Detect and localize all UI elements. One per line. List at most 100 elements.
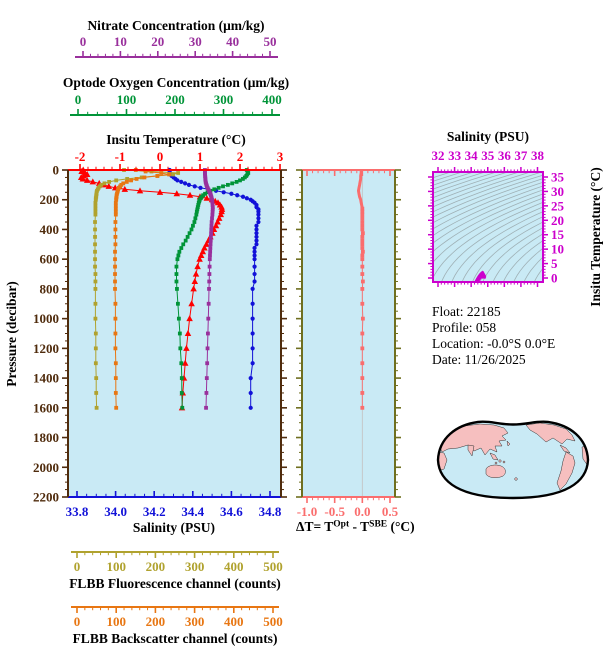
pressure-tick-label: 200	[40, 192, 60, 207]
pressure-tick-label: 2200	[33, 490, 59, 505]
ts-salinity-tick-label: 35	[481, 148, 495, 163]
location-line: Location: -0.0°S 0.0°E	[432, 336, 555, 351]
map-new-zealand	[514, 477, 518, 481]
nitrate-tick-label: 30	[189, 34, 202, 49]
salinity-tick-label: 34.0	[104, 504, 127, 519]
map-japan	[506, 440, 511, 447]
nitrate-axis: 0 10 20 30 40 50	[75, 34, 278, 58]
salinity-tick-label: 34.8	[259, 504, 282, 519]
map-india	[467, 444, 475, 457]
temperature-tick-label: -2	[75, 149, 86, 164]
temperature-axis: -2 -1 0 1 2 3	[68, 149, 284, 171]
pressure-tick-label: 400	[40, 222, 60, 237]
backscatter-tick-label: 400	[224, 614, 244, 629]
ts-temperature-tick-label: 25	[551, 198, 565, 213]
fluorescence-tick-label: 100	[106, 559, 126, 574]
fluorescence-tick-label: 300	[185, 559, 205, 574]
fluorescence-tick-label: 0	[74, 559, 81, 574]
profile-number-line: Profile: 058	[432, 320, 496, 335]
ts-salinity-tick-label: 38	[531, 148, 545, 163]
axes-and-ticks: 0 10 20 30 40 500 100 200 300 400-2 -1 0 1 2 333.8 34.0…	[33, 34, 565, 629]
delta_t-tick-label: -1.0	[297, 504, 318, 519]
delta-t-side-right	[394, 169, 401, 498]
pressure-tick-label: 1200	[33, 341, 59, 356]
series-delta-t	[356, 170, 365, 410]
pressure-axis-title: Pressure (decibar)	[4, 281, 19, 387]
temperature-tick-label: 0	[157, 149, 164, 164]
oxygen-tick-label: 300	[214, 92, 234, 107]
pressure-tick-label: 600	[40, 252, 60, 267]
temperature-axis-title: Insitu Temperature (°C)	[106, 132, 245, 147]
backscatter-tick-label: 0	[74, 614, 81, 629]
delta_t-axis: -1.0 -0.5 0.0 0.5	[297, 169, 399, 519]
backscatter-tick-label: 500	[263, 614, 283, 629]
salinity-axis: 33.8 34.0 34.2 34.4 34.6 34.8	[66, 491, 282, 519]
ts-temperature-tick-label: 15	[551, 227, 565, 242]
delta-t-panel-background	[302, 170, 395, 497]
nitrate-tick-label: 0	[80, 34, 87, 49]
nitrate-axis-title: Nitrate Concentration (μm/kg)	[87, 18, 264, 33]
oxygen-tick-label: 0	[75, 92, 82, 107]
panel-backgrounds	[68, 170, 543, 497]
ts-salinity-tick-label: 37	[514, 148, 528, 163]
temperature-tick-label: 1	[197, 149, 204, 164]
series-salinity	[167, 167, 261, 410]
backscatter-tick-label: 300	[185, 614, 205, 629]
ts-density-contours	[433, 172, 543, 282]
fluorescence-axis: 0 100 200 300 400 500	[71, 551, 283, 574]
ts-temperature-tick-label: 5	[551, 256, 558, 271]
isopycnal-contours	[433, 172, 543, 282]
pressure-tick-label: 2000	[33, 460, 59, 475]
ts-temperature-tick-label: 30	[551, 184, 564, 199]
pressure-tick-label: 1800	[33, 430, 59, 445]
salinity-tick-label: 34.2	[143, 504, 166, 519]
nitrate-tick-label: 50	[264, 34, 277, 49]
fluorescence-tick-label: 500	[263, 559, 283, 574]
fluorescence-tick-label: 200	[146, 559, 166, 574]
float-info-block: Float: 22185 Profile: 058 Location: -0.0…	[432, 304, 555, 367]
ts-temperature-tick-label: 0	[551, 271, 558, 286]
map-africa-east	[438, 451, 448, 472]
ts-salinity-axis-title: Salinity (PSU)	[447, 129, 529, 144]
salinity-tick-label: 34.6	[220, 504, 243, 519]
pressure-tick-label: 1000	[33, 311, 59, 326]
backscatter-axis: 0 100 200 300 400 500	[71, 606, 283, 629]
nitrate-tick-label: 20	[151, 34, 164, 49]
oxygen-tick-label: 400	[262, 92, 282, 107]
map-outline	[436, 420, 590, 500]
ts-salinity-tick-label: 33	[448, 148, 462, 163]
map-australia	[485, 464, 506, 478]
backscatter-tick-label: 200	[146, 614, 166, 629]
backscatter-tick-label: 100	[106, 614, 126, 629]
ts-salinity-tick-label: 36	[498, 148, 512, 163]
map-central-america	[559, 444, 571, 454]
delta_t-tick-label: -0.5	[324, 504, 345, 519]
ts-temperature-tick-label: 20	[551, 213, 564, 228]
main-panel-background	[68, 170, 281, 497]
float-id-line: Float: 22185	[432, 304, 501, 319]
series-ts-points	[474, 270, 487, 281]
pressure-tick-label: 800	[40, 281, 60, 296]
pressure-tick-label: 1600	[33, 400, 59, 415]
map-north-america	[525, 422, 576, 445]
ts-panel-background	[433, 172, 543, 282]
map-island	[502, 460, 506, 464]
pressure-tick-label: 1400	[33, 371, 59, 386]
delta_t-tick-label: 0.0	[354, 504, 370, 519]
backscatter-axis-title: FLBB Backscatter channel (counts)	[73, 631, 278, 646]
temperature-tick-label: 3	[277, 149, 284, 164]
profile-series	[77, 166, 487, 411]
series-fluorescence	[93, 168, 181, 410]
pressure-axis-right	[280, 169, 287, 498]
oxygen-tick-label: 100	[117, 92, 137, 107]
delta_t-tick-label: 0.5	[382, 504, 399, 519]
map-south-america	[556, 451, 576, 491]
pressure-tick-label: 0	[53, 163, 60, 178]
map-island	[498, 459, 502, 463]
nitrate-tick-label: 10	[114, 34, 127, 49]
oxygen-axis: 0 100 200 300 400	[70, 92, 282, 116]
fluorescence-axis-title: FLBB Fluorescence channel (counts)	[69, 576, 281, 591]
map-eurasia	[439, 423, 509, 456]
